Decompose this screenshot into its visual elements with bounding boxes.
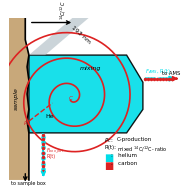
Text: to AMS: to AMS	[162, 71, 180, 76]
Text: $F_{AMS}$, R(t): $F_{AMS}$, R(t)	[145, 67, 171, 76]
Text: R(t): R(t)	[46, 154, 55, 159]
Polygon shape	[9, 18, 29, 180]
Polygon shape	[29, 18, 89, 55]
Text: ■: ■	[104, 161, 113, 171]
Text: mixing: mixing	[80, 66, 101, 71]
Text: $^{14}C/^{12}C$: $^{14}C/^{12}C$	[59, 0, 68, 20]
Text: to sample box: to sample box	[11, 181, 46, 186]
Text: mixed $^{14}$C/$^{12}$C- ratio: mixed $^{14}$C/$^{12}$C- ratio	[117, 145, 167, 154]
Polygon shape	[29, 55, 143, 133]
Text: :   helium: : helium	[111, 153, 137, 158]
Text: C: C	[69, 96, 72, 101]
Text: $P_C$:: $P_C$:	[104, 136, 113, 145]
Text: $F_{box\_out}$: $F_{box\_out}$	[46, 147, 65, 155]
Text: C-production: C-production	[117, 136, 152, 142]
Text: ■: ■	[104, 153, 113, 163]
Text: $P_C$: $P_C$	[22, 119, 31, 128]
Text: 193 nm: 193 nm	[71, 25, 92, 45]
Text: He: He	[45, 114, 54, 119]
Text: sample: sample	[14, 87, 19, 110]
Text: :   carbon: : carbon	[111, 161, 137, 166]
Text: R(t):: R(t):	[104, 145, 116, 150]
